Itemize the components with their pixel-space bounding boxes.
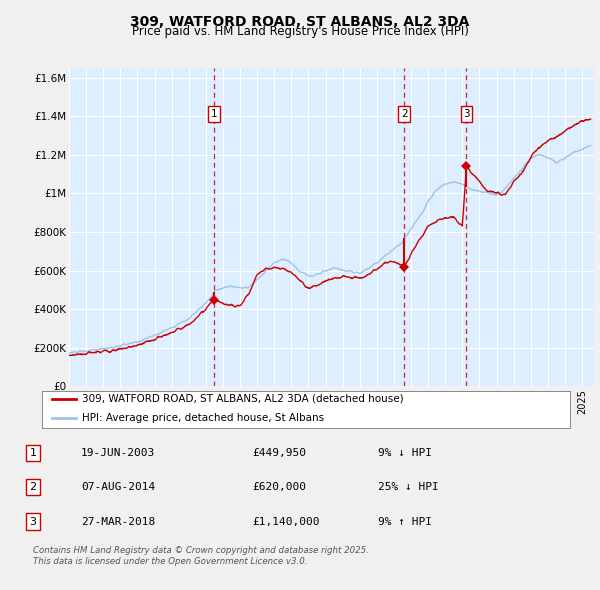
Text: 19-JUN-2003: 19-JUN-2003 (81, 448, 155, 458)
Text: 2: 2 (29, 483, 37, 492)
Text: £449,950: £449,950 (252, 448, 306, 458)
Text: 25% ↓ HPI: 25% ↓ HPI (378, 483, 439, 492)
Text: This data is licensed under the Open Government Licence v3.0.: This data is licensed under the Open Gov… (33, 558, 308, 566)
Text: 309, WATFORD ROAD, ST ALBANS, AL2 3DA (detached house): 309, WATFORD ROAD, ST ALBANS, AL2 3DA (d… (82, 394, 403, 404)
Text: 9% ↓ HPI: 9% ↓ HPI (378, 448, 432, 458)
Text: 27-MAR-2018: 27-MAR-2018 (81, 517, 155, 526)
Text: £1,140,000: £1,140,000 (252, 517, 320, 526)
Text: 1: 1 (29, 448, 37, 458)
Text: £620,000: £620,000 (252, 483, 306, 492)
Text: Price paid vs. HM Land Registry's House Price Index (HPI): Price paid vs. HM Land Registry's House … (131, 25, 469, 38)
Text: 309, WATFORD ROAD, ST ALBANS, AL2 3DA: 309, WATFORD ROAD, ST ALBANS, AL2 3DA (130, 15, 470, 29)
Text: 2: 2 (401, 109, 407, 119)
Text: 3: 3 (463, 109, 470, 119)
Text: 07-AUG-2014: 07-AUG-2014 (81, 483, 155, 492)
Text: Contains HM Land Registry data © Crown copyright and database right 2025.: Contains HM Land Registry data © Crown c… (33, 546, 369, 555)
Text: 3: 3 (29, 517, 37, 526)
Text: 9% ↑ HPI: 9% ↑ HPI (378, 517, 432, 526)
Text: HPI: Average price, detached house, St Albans: HPI: Average price, detached house, St A… (82, 414, 324, 424)
Text: 1: 1 (211, 109, 217, 119)
